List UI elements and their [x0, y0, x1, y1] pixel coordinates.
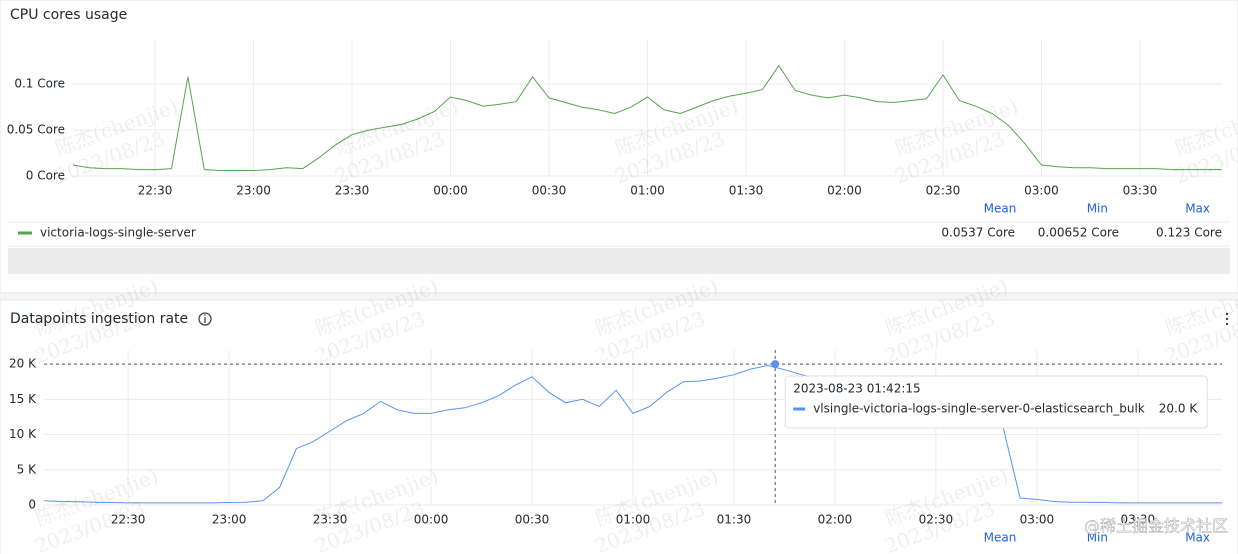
y-tick-label: 0.05 Core — [7, 123, 65, 137]
x-tick-label: 03:30 — [1123, 184, 1158, 198]
y-tick-label: 0.1 Core — [14, 77, 65, 91]
legend-stat: 0.00652 Core — [1038, 226, 1119, 240]
x-tick-label: 03:30 — [1121, 513, 1156, 527]
x-tick-label: 02:30 — [919, 513, 954, 527]
x-tick-label: 02:30 — [926, 184, 961, 198]
panel — [0, 0, 1238, 294]
hover-point — [771, 360, 780, 369]
x-tick-label: 01:30 — [717, 513, 752, 527]
site-watermark: @稀土掘金技术社区 — [1084, 517, 1228, 536]
y-tick-label: 15 K — [9, 392, 37, 406]
x-tick-label: 03:00 — [1020, 513, 1055, 527]
y-tick-label: 5 K — [17, 462, 37, 476]
legend-stat: 0.123 Core — [1156, 226, 1222, 240]
tooltip-time: 2023-08-23 01:42:15 — [793, 382, 920, 396]
y-tick-label: 0 — [28, 498, 36, 512]
legend-header: Min — [1087, 531, 1108, 545]
x-tick-label: 22:30 — [111, 513, 146, 527]
x-tick-label: 00:00 — [414, 513, 449, 527]
info-icon — [204, 314, 206, 316]
x-tick-label: 01:30 — [729, 184, 764, 198]
x-tick-label: 03:00 — [1024, 184, 1059, 198]
series-line — [43, 364, 1222, 504]
tooltip — [784, 375, 1208, 429]
x-tick-label: 02:00 — [827, 184, 862, 198]
panel-title: CPU cores usage — [10, 7, 127, 23]
tooltip-value: 20.0 K — [1159, 402, 1199, 416]
x-tick-label: 00:00 — [433, 184, 468, 198]
y-tick-label: 0 Core — [26, 169, 65, 183]
legend-header: Mean — [984, 531, 1017, 545]
x-tick-label: 22:30 — [138, 184, 173, 198]
overlay: 2023-08-23 01:42:15 vlsingle-victoria-log… — [44, 350, 1222, 505]
panel-title: Datapoints ingestion rate — [10, 311, 188, 327]
series-line — [72, 64, 1222, 171]
legend-header: Max — [1185, 202, 1210, 216]
x-tick-label: 01:00 — [616, 513, 651, 527]
menu-icon[interactable] — [1225, 312, 1229, 326]
x-tick-label: 23:00 — [212, 513, 247, 527]
legend-header: Min — [1087, 202, 1108, 216]
legend-label: victoria-logs-single-server — [40, 226, 196, 240]
charts: CPU cores usage 0 Core 0.05 Core 0.1 Core 22… — [7, 7, 1222, 545]
legend-scroll — [8, 248, 1230, 274]
info-icon[interactable] — [198, 312, 212, 326]
x-tick-label: 23:30 — [313, 513, 348, 527]
legend-header: Max — [1185, 531, 1210, 545]
x-tick-label: 01:00 — [630, 184, 665, 198]
legend-stat: 0.0537 Core — [941, 226, 1015, 240]
x-tick-label: 23:00 — [236, 184, 271, 198]
x-tick-label: 02:00 — [818, 513, 853, 527]
x-tick-label: 23:30 — [335, 184, 370, 198]
x-tick-label: 00:30 — [515, 513, 550, 527]
legend-header: Mean — [984, 202, 1017, 216]
y-tick-label: 20 K — [9, 357, 37, 371]
tooltip-series: vlsingle-victoria-logs-single-server-0-e… — [813, 402, 1145, 416]
y-tick-label: 10 K — [9, 427, 37, 441]
x-tick-label: 00:30 — [532, 184, 567, 198]
